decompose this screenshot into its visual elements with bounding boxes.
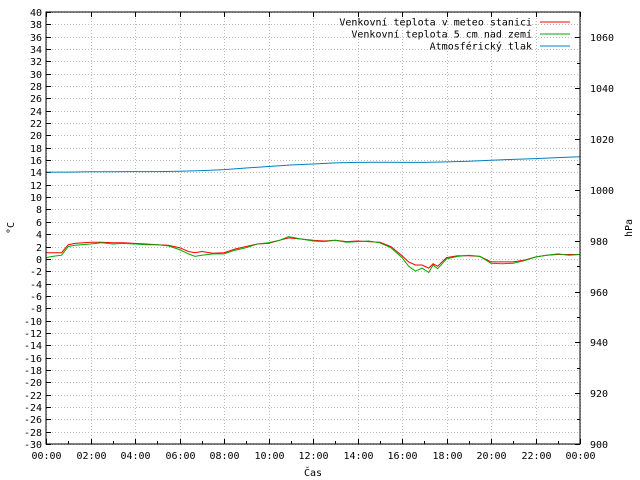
y-right-tick-label: 960: [590, 288, 608, 299]
y-left-tick-label: -10: [24, 317, 42, 328]
legend-label: Venkovní teplota 5 cm nad zemí: [351, 29, 532, 41]
y-left-tick-label: -20: [24, 378, 42, 389]
y-left-tick-label: -26: [24, 415, 42, 426]
y-left-tick-label: 38: [30, 20, 42, 31]
y-right-tick-label: 980: [590, 237, 608, 248]
y-left-tick-label: 34: [30, 45, 42, 56]
y-right-tick-label: 1020: [590, 135, 614, 146]
y-axis-right-label: hPa: [624, 219, 635, 237]
legend: Venkovní teplota v meteo staniciVenkovní…: [339, 17, 570, 53]
y-left-tick-label: 0: [36, 255, 42, 266]
legend-label: Atmosférický tlak: [430, 41, 532, 53]
y-left-tick-label: -16: [24, 354, 42, 365]
x-tick-label: 12:00: [298, 451, 328, 462]
x-tick-label: 22:00: [521, 451, 551, 462]
y-right-tick-label: 1040: [590, 84, 614, 95]
y-left-tick-label: 10: [30, 193, 42, 204]
y-left-tick-label: 28: [30, 82, 42, 93]
y-right-tick-label: 900: [590, 440, 608, 451]
x-tick-label: 02:00: [76, 451, 106, 462]
y-axis-left-label: °C: [6, 222, 17, 234]
x-tick-label: 04:00: [120, 451, 150, 462]
x-tick-label: 16:00: [387, 451, 417, 462]
y-right-tick-label: 940: [590, 338, 608, 349]
y-left-tick-label: -12: [24, 329, 42, 340]
x-tick-label: 14:00: [343, 451, 373, 462]
y-left-tick-label: 24: [30, 107, 42, 118]
y-left-tick-label: -24: [24, 403, 42, 414]
series-line-2: [45, 236, 581, 274]
x-tick-label: 06:00: [165, 451, 195, 462]
tick-labels: 4038363432302826242220181614121086420-2-…: [24, 8, 614, 462]
y-left-tick-label: 16: [30, 156, 42, 167]
y-left-tick-label: 14: [30, 168, 42, 179]
y-right-tick-label: 1060: [590, 33, 614, 44]
y-left-tick-label: 2: [36, 243, 42, 254]
y-left-tick-label: 26: [30, 94, 42, 105]
y-left-tick-label: 18: [30, 144, 42, 155]
y-right-tick-label: 920: [590, 389, 608, 400]
y-left-tick-label: -4: [30, 280, 42, 291]
y-left-tick-label: -14: [24, 341, 42, 352]
y-left-tick-label: 4: [36, 230, 42, 241]
y-left-tick-label: -6: [30, 292, 42, 303]
y-left-tick-label: 30: [30, 70, 42, 81]
y-left-tick-label: 22: [30, 119, 42, 130]
y-left-tick-label: -8: [30, 304, 42, 315]
y-left-tick-label: 6: [36, 218, 42, 229]
grid: [46, 12, 581, 445]
y-left-tick-label: 20: [30, 131, 42, 142]
y-left-tick-label: -22: [24, 391, 42, 402]
y-left-tick-label: 32: [30, 57, 42, 68]
y-left-tick-label: 40: [30, 8, 42, 19]
plot-frame: [45, 11, 581, 445]
x-tick-label: 18:00: [432, 451, 462, 462]
y-left-tick-label: -2: [30, 267, 42, 278]
x-tick-label: 00:00: [31, 451, 61, 462]
series-group: [45, 156, 581, 274]
x-tick-label: 20:00: [476, 451, 506, 462]
y-left-tick-label: -18: [24, 366, 42, 377]
x-axis-label: Čas: [304, 466, 322, 479]
x-tick-label: 08:00: [209, 451, 239, 462]
y-left-tick-label: 36: [30, 33, 42, 44]
y-left-tick-label: -30: [24, 440, 42, 451]
series-line-3: [46, 156, 581, 173]
y-left-tick-label: 12: [30, 181, 42, 192]
y-right-tick-label: 1000: [590, 186, 614, 197]
x-tick-label: 10:00: [254, 451, 284, 462]
x-tick-label: 00:00: [565, 451, 595, 462]
y-left-tick-label: -28: [24, 428, 42, 439]
legend-label: Venkovní teplota v meteo stanici: [339, 17, 532, 29]
y-left-tick-label: 8: [36, 205, 42, 216]
